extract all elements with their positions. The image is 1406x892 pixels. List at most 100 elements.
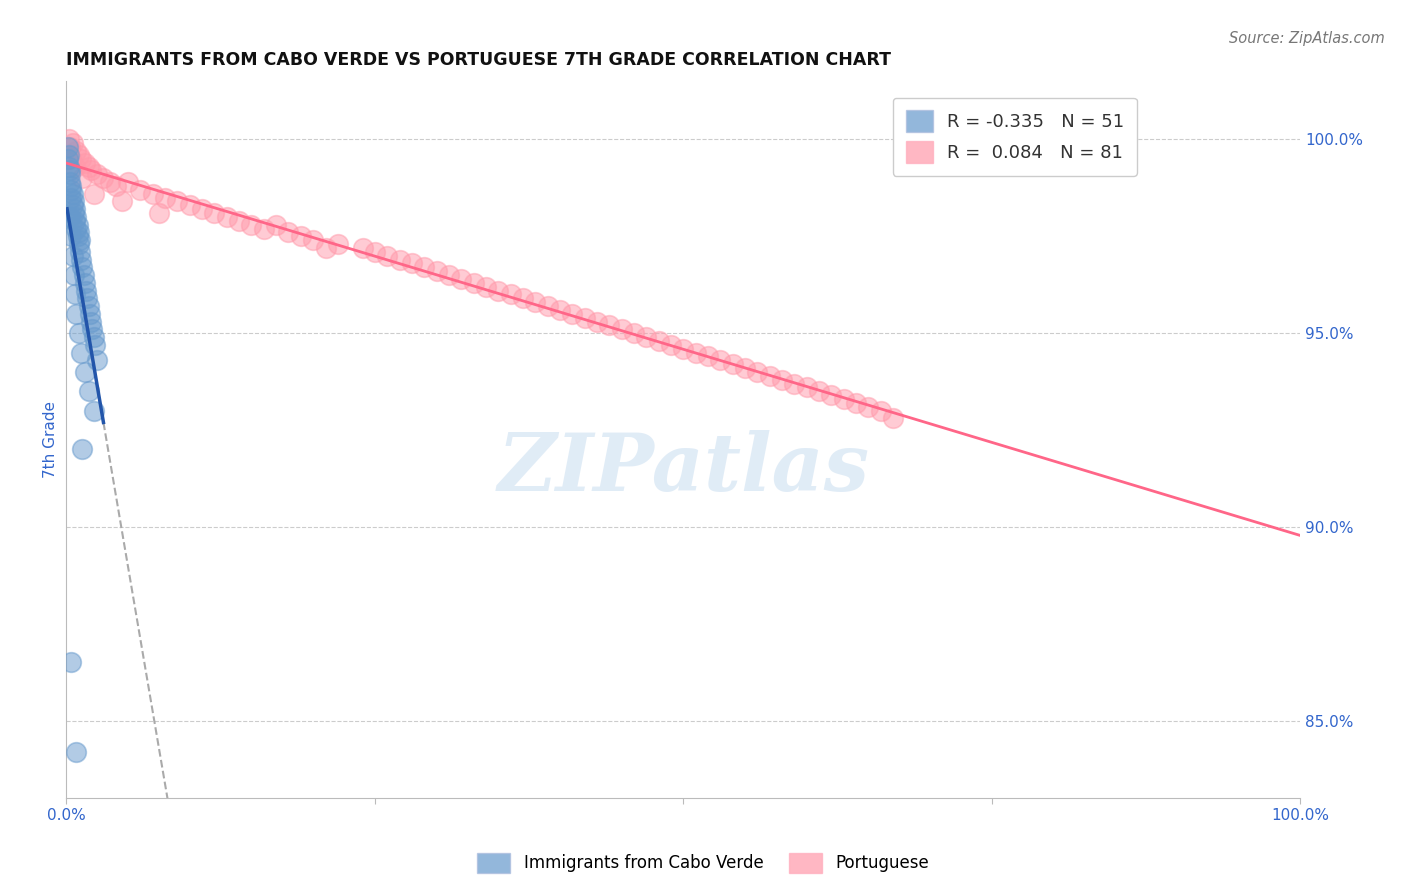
Point [80,163,103,178]
Point [59,175,82,189]
Point [215,210,238,224]
Point [77,299,100,313]
Point [63,214,86,228]
Point [536,299,558,313]
Point [72,260,94,275]
Point [63,268,86,282]
Point [86,167,108,181]
Point [67,326,90,341]
Point [610,322,633,336]
Point [364,244,387,259]
Text: Source: ZipAtlas.com: Source: ZipAtlas.com [1229,31,1385,46]
Point [83,330,105,344]
Point [882,411,904,425]
Point [73,155,96,169]
Point [58,148,80,162]
Point [253,221,276,235]
Point [75,284,97,298]
Point [425,264,447,278]
Point [264,218,287,232]
Point [696,350,718,364]
Point [65,745,87,759]
Point [58,140,80,154]
Point [401,256,423,270]
Point [869,403,891,417]
Point [83,403,105,417]
Point [73,276,96,290]
Point [179,198,201,212]
Point [302,233,325,247]
Point [832,392,855,406]
Point [796,380,818,394]
Point [65,144,87,158]
Point [437,268,460,282]
Point [60,656,83,670]
Point [58,167,80,181]
Point [70,345,93,359]
Point [142,186,165,201]
Point [66,229,89,244]
Point [60,190,83,204]
Point [73,365,96,379]
Point [734,361,756,376]
Point [388,252,411,267]
Point [63,160,86,174]
Point [548,302,571,317]
Point [83,338,105,352]
Point [191,202,214,217]
Point [72,442,94,457]
Point [70,152,93,166]
Point [659,338,682,352]
Point [67,148,90,162]
Point [636,330,658,344]
Point [375,249,398,263]
Point [463,276,485,290]
Point [352,241,374,255]
Point [586,314,609,328]
Point [770,373,793,387]
Point [59,163,82,178]
Point [709,353,731,368]
Point [58,160,80,174]
Point [79,307,101,321]
Point [63,287,86,301]
Point [65,210,87,224]
Text: IMMIGRANTS FROM CABO VERDE VS PORTUGUESE 7TH GRADE CORRELATION CHART: IMMIGRANTS FROM CABO VERDE VS PORTUGUESE… [66,51,891,69]
Point [240,218,263,232]
Point [277,226,299,240]
Point [62,198,84,212]
Point [65,221,87,235]
Y-axis label: 7th Grade: 7th Grade [44,401,58,478]
Point [69,233,91,247]
Point [58,132,80,146]
Point [512,291,534,305]
Point [67,226,90,240]
Point [59,140,82,154]
Point [228,214,250,228]
Point [65,307,87,321]
Point [758,368,780,383]
Point [166,194,188,209]
Point [315,241,337,255]
Point [63,206,86,220]
Point [685,345,707,359]
Point [647,334,669,348]
Point [204,206,226,220]
Point [76,291,98,305]
Point [721,357,744,371]
Point [62,136,84,151]
Point [747,365,769,379]
Point [475,279,498,293]
Point [858,400,880,414]
Point [598,318,620,333]
Point [326,237,349,252]
Point [62,249,84,263]
Point [56,152,79,166]
Legend: Immigrants from Cabo Verde, Portuguese: Immigrants from Cabo Verde, Portuguese [471,847,935,880]
Point [67,237,90,252]
Point [66,218,89,232]
Text: ZIPatlas: ZIPatlas [498,430,869,508]
Point [73,268,96,282]
Point [77,384,100,399]
Point [290,229,312,244]
